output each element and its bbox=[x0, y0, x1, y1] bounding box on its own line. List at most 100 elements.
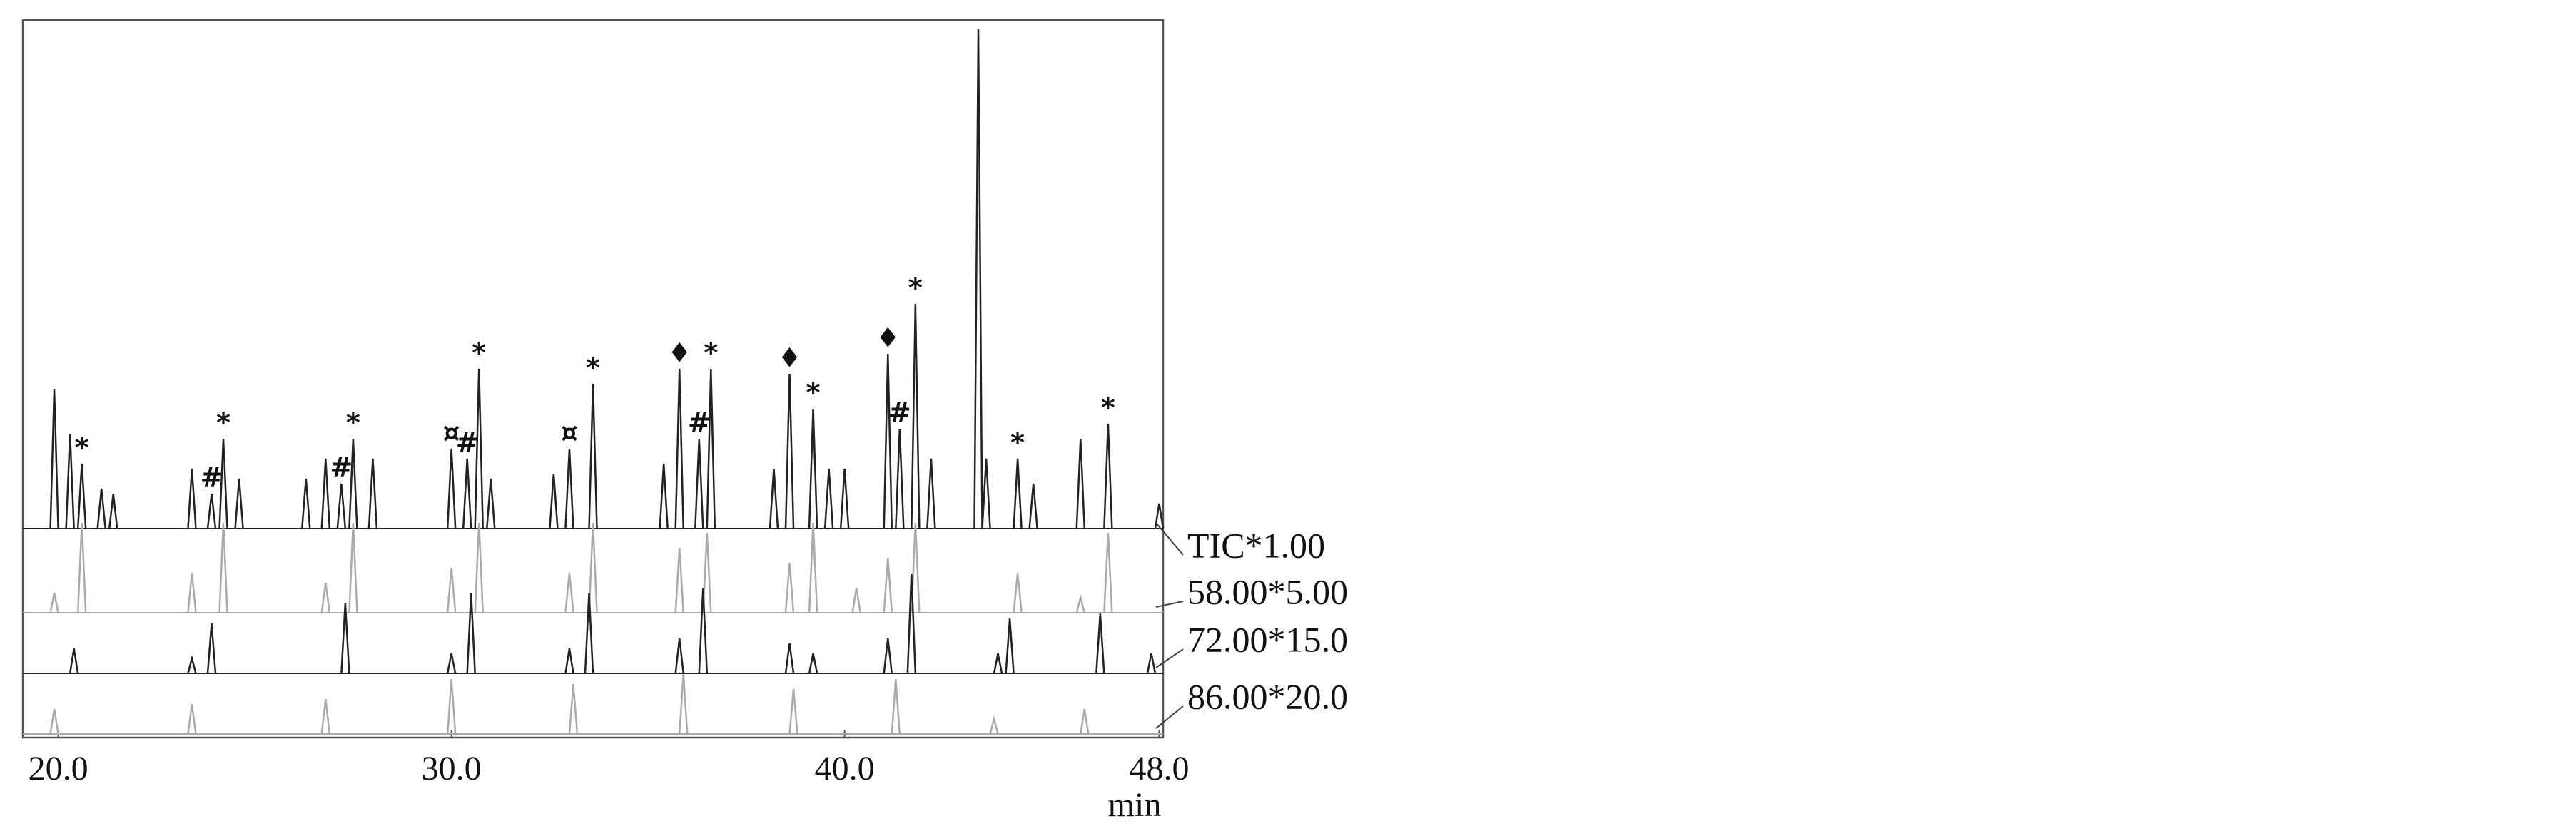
peak bbox=[218, 438, 228, 529]
peak bbox=[76, 522, 87, 613]
peak bbox=[234, 478, 244, 529]
peak-annotation: * bbox=[75, 432, 89, 464]
peak-annotation: * bbox=[586, 352, 600, 384]
peak-annotation: * bbox=[1101, 392, 1115, 424]
peak-annotation: * bbox=[216, 407, 230, 439]
peak bbox=[1075, 594, 1085, 613]
peak bbox=[1154, 503, 1165, 529]
peak bbox=[993, 653, 1003, 674]
peak bbox=[1013, 458, 1023, 529]
peak-annotation: # bbox=[330, 452, 353, 484]
peak bbox=[674, 368, 684, 529]
peak bbox=[187, 572, 197, 613]
peak bbox=[784, 643, 795, 674]
peak bbox=[466, 593, 476, 674]
peak bbox=[1028, 483, 1038, 529]
peak bbox=[823, 468, 834, 529]
peak-annotation: # bbox=[888, 397, 911, 429]
peak bbox=[206, 493, 217, 529]
peak bbox=[49, 388, 59, 529]
peak bbox=[674, 638, 684, 674]
peak bbox=[474, 522, 484, 613]
peak-annotation: ¤ bbox=[443, 417, 460, 449]
peak bbox=[808, 408, 818, 529]
peak bbox=[340, 603, 350, 674]
peak bbox=[698, 588, 709, 674]
peak bbox=[895, 428, 905, 529]
peak-annotation: * bbox=[704, 337, 718, 369]
peak-annotation: ¤ bbox=[561, 417, 578, 449]
peak-annotation: ♦ bbox=[777, 342, 801, 374]
peak bbox=[851, 587, 861, 613]
x-tick-label: 20.0 bbox=[29, 750, 88, 787]
peak bbox=[564, 448, 574, 529]
peak-annotation: * bbox=[806, 377, 821, 409]
x-tick-label: 40.0 bbox=[815, 750, 875, 787]
peak bbox=[462, 458, 472, 529]
peak bbox=[702, 532, 712, 613]
peak-annotation: # bbox=[201, 462, 223, 494]
peak bbox=[300, 478, 311, 529]
peak bbox=[187, 655, 197, 674]
peak bbox=[883, 353, 893, 529]
peak bbox=[784, 562, 795, 613]
peak bbox=[1080, 708, 1090, 735]
peak bbox=[206, 623, 217, 674]
peak bbox=[446, 653, 457, 674]
peak bbox=[694, 438, 704, 529]
peak bbox=[883, 557, 893, 613]
peak bbox=[674, 547, 684, 613]
peak bbox=[65, 433, 75, 529]
plot-frame bbox=[21, 19, 1165, 739]
peak bbox=[568, 683, 579, 735]
peak bbox=[49, 592, 59, 613]
peak bbox=[336, 483, 347, 529]
peak bbox=[784, 373, 795, 529]
peak bbox=[839, 468, 850, 529]
peak bbox=[926, 458, 936, 529]
peak bbox=[1005, 618, 1015, 674]
peak bbox=[549, 473, 559, 529]
legend-label: 72.00*15.0 bbox=[1187, 619, 1348, 659]
peak bbox=[187, 703, 197, 735]
label-connector bbox=[1155, 705, 1184, 729]
peak bbox=[981, 458, 991, 529]
peak bbox=[49, 708, 59, 735]
peak bbox=[96, 488, 106, 529]
label-connector bbox=[1155, 601, 1184, 608]
peak-annotation: * bbox=[346, 407, 360, 439]
peak bbox=[320, 458, 331, 529]
peak bbox=[588, 383, 598, 529]
peak bbox=[320, 698, 331, 735]
peak bbox=[678, 673, 689, 735]
peak bbox=[485, 478, 496, 529]
peak bbox=[1103, 423, 1113, 529]
peak bbox=[69, 648, 79, 674]
legend-label: 58.00*5.00 bbox=[1187, 571, 1348, 611]
peak bbox=[1103, 532, 1113, 613]
peak bbox=[446, 678, 457, 735]
peak bbox=[989, 715, 999, 735]
peak bbox=[474, 368, 484, 529]
peak bbox=[808, 653, 818, 674]
label-connector bbox=[1155, 522, 1184, 556]
peak bbox=[808, 522, 818, 613]
peak-annotation: ♦ bbox=[667, 337, 691, 369]
peak bbox=[564, 648, 574, 674]
peak-annotation: * bbox=[472, 337, 486, 369]
peak bbox=[348, 438, 358, 529]
peak-annotation: ♦ bbox=[876, 322, 900, 354]
peak bbox=[564, 572, 574, 613]
peak-annotation: * bbox=[908, 272, 923, 304]
label-connector bbox=[1155, 648, 1184, 668]
peak bbox=[187, 468, 197, 529]
peak-annotation: # bbox=[688, 407, 711, 439]
peak bbox=[588, 522, 598, 613]
peak bbox=[973, 29, 983, 529]
peak bbox=[911, 303, 921, 529]
legend-label: 86.00*20.0 bbox=[1187, 676, 1348, 716]
peak bbox=[348, 522, 358, 613]
peak bbox=[659, 463, 669, 529]
peak bbox=[769, 468, 779, 529]
